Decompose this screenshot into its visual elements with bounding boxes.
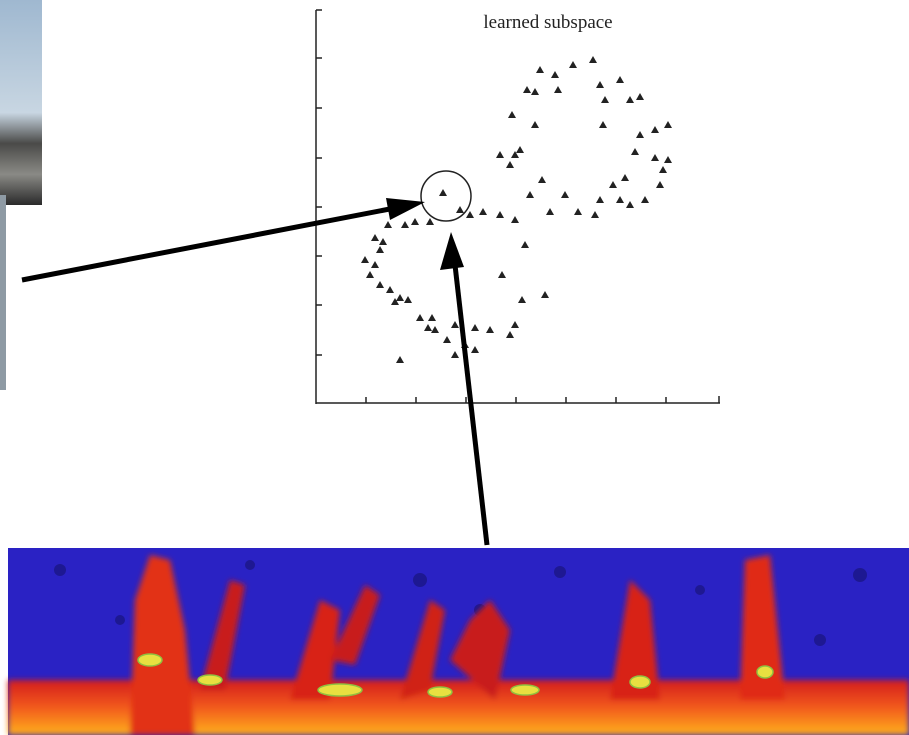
point xyxy=(456,206,464,213)
point xyxy=(451,321,459,328)
point xyxy=(636,93,644,100)
point xyxy=(554,86,562,93)
point xyxy=(511,151,519,158)
point xyxy=(664,156,672,163)
point xyxy=(391,298,399,305)
photo-strip xyxy=(0,195,6,390)
point xyxy=(631,148,639,155)
point xyxy=(451,351,459,358)
point xyxy=(596,196,604,203)
point xyxy=(616,196,624,203)
point xyxy=(626,201,634,208)
point xyxy=(574,208,582,215)
point xyxy=(596,81,604,88)
point xyxy=(591,211,599,218)
point xyxy=(521,241,529,248)
point xyxy=(431,326,439,333)
point xyxy=(511,321,519,328)
point xyxy=(626,96,634,103)
point xyxy=(386,286,394,293)
photo xyxy=(0,0,42,205)
point xyxy=(523,86,531,93)
point xyxy=(531,121,539,128)
point xyxy=(376,246,384,253)
axes xyxy=(315,9,720,404)
point xyxy=(621,174,629,181)
point-cloud xyxy=(361,56,672,363)
point xyxy=(651,126,659,133)
point xyxy=(561,191,569,198)
point xyxy=(641,196,649,203)
spectrogram xyxy=(8,548,909,735)
point xyxy=(416,314,424,321)
point xyxy=(616,76,624,83)
point xyxy=(551,71,559,78)
point xyxy=(506,331,514,338)
arrows xyxy=(21,198,490,546)
point xyxy=(516,146,524,153)
point xyxy=(589,56,597,63)
point xyxy=(538,176,546,183)
point xyxy=(361,256,369,263)
point xyxy=(411,218,419,225)
point xyxy=(498,271,506,278)
point xyxy=(401,221,409,228)
point xyxy=(379,238,387,245)
point xyxy=(466,211,474,218)
point xyxy=(601,96,609,103)
point xyxy=(656,181,664,188)
point xyxy=(541,291,549,298)
plot-title: learned subspace xyxy=(483,12,612,33)
point xyxy=(428,314,436,321)
point xyxy=(396,356,404,363)
point xyxy=(659,166,667,173)
point xyxy=(396,294,404,301)
point xyxy=(471,346,479,353)
point xyxy=(546,208,554,215)
point xyxy=(506,161,514,168)
point xyxy=(371,261,379,268)
point xyxy=(569,61,577,68)
point xyxy=(664,121,672,128)
point xyxy=(496,151,504,158)
point xyxy=(636,131,644,138)
point xyxy=(426,218,434,225)
point xyxy=(536,66,544,73)
point xyxy=(439,189,447,196)
point xyxy=(404,296,412,303)
point xyxy=(366,271,374,278)
point xyxy=(424,324,432,331)
point xyxy=(479,208,487,215)
point xyxy=(511,216,519,223)
point xyxy=(471,324,479,331)
point xyxy=(384,221,392,228)
point xyxy=(651,154,659,161)
point xyxy=(443,336,451,343)
point xyxy=(526,191,534,198)
point xyxy=(486,326,494,333)
point xyxy=(376,281,384,288)
point xyxy=(508,111,516,118)
point xyxy=(609,181,617,188)
point xyxy=(496,211,504,218)
point xyxy=(599,121,607,128)
highlight-circle xyxy=(420,170,472,222)
point xyxy=(518,296,526,303)
point xyxy=(371,234,379,241)
point xyxy=(531,88,539,95)
